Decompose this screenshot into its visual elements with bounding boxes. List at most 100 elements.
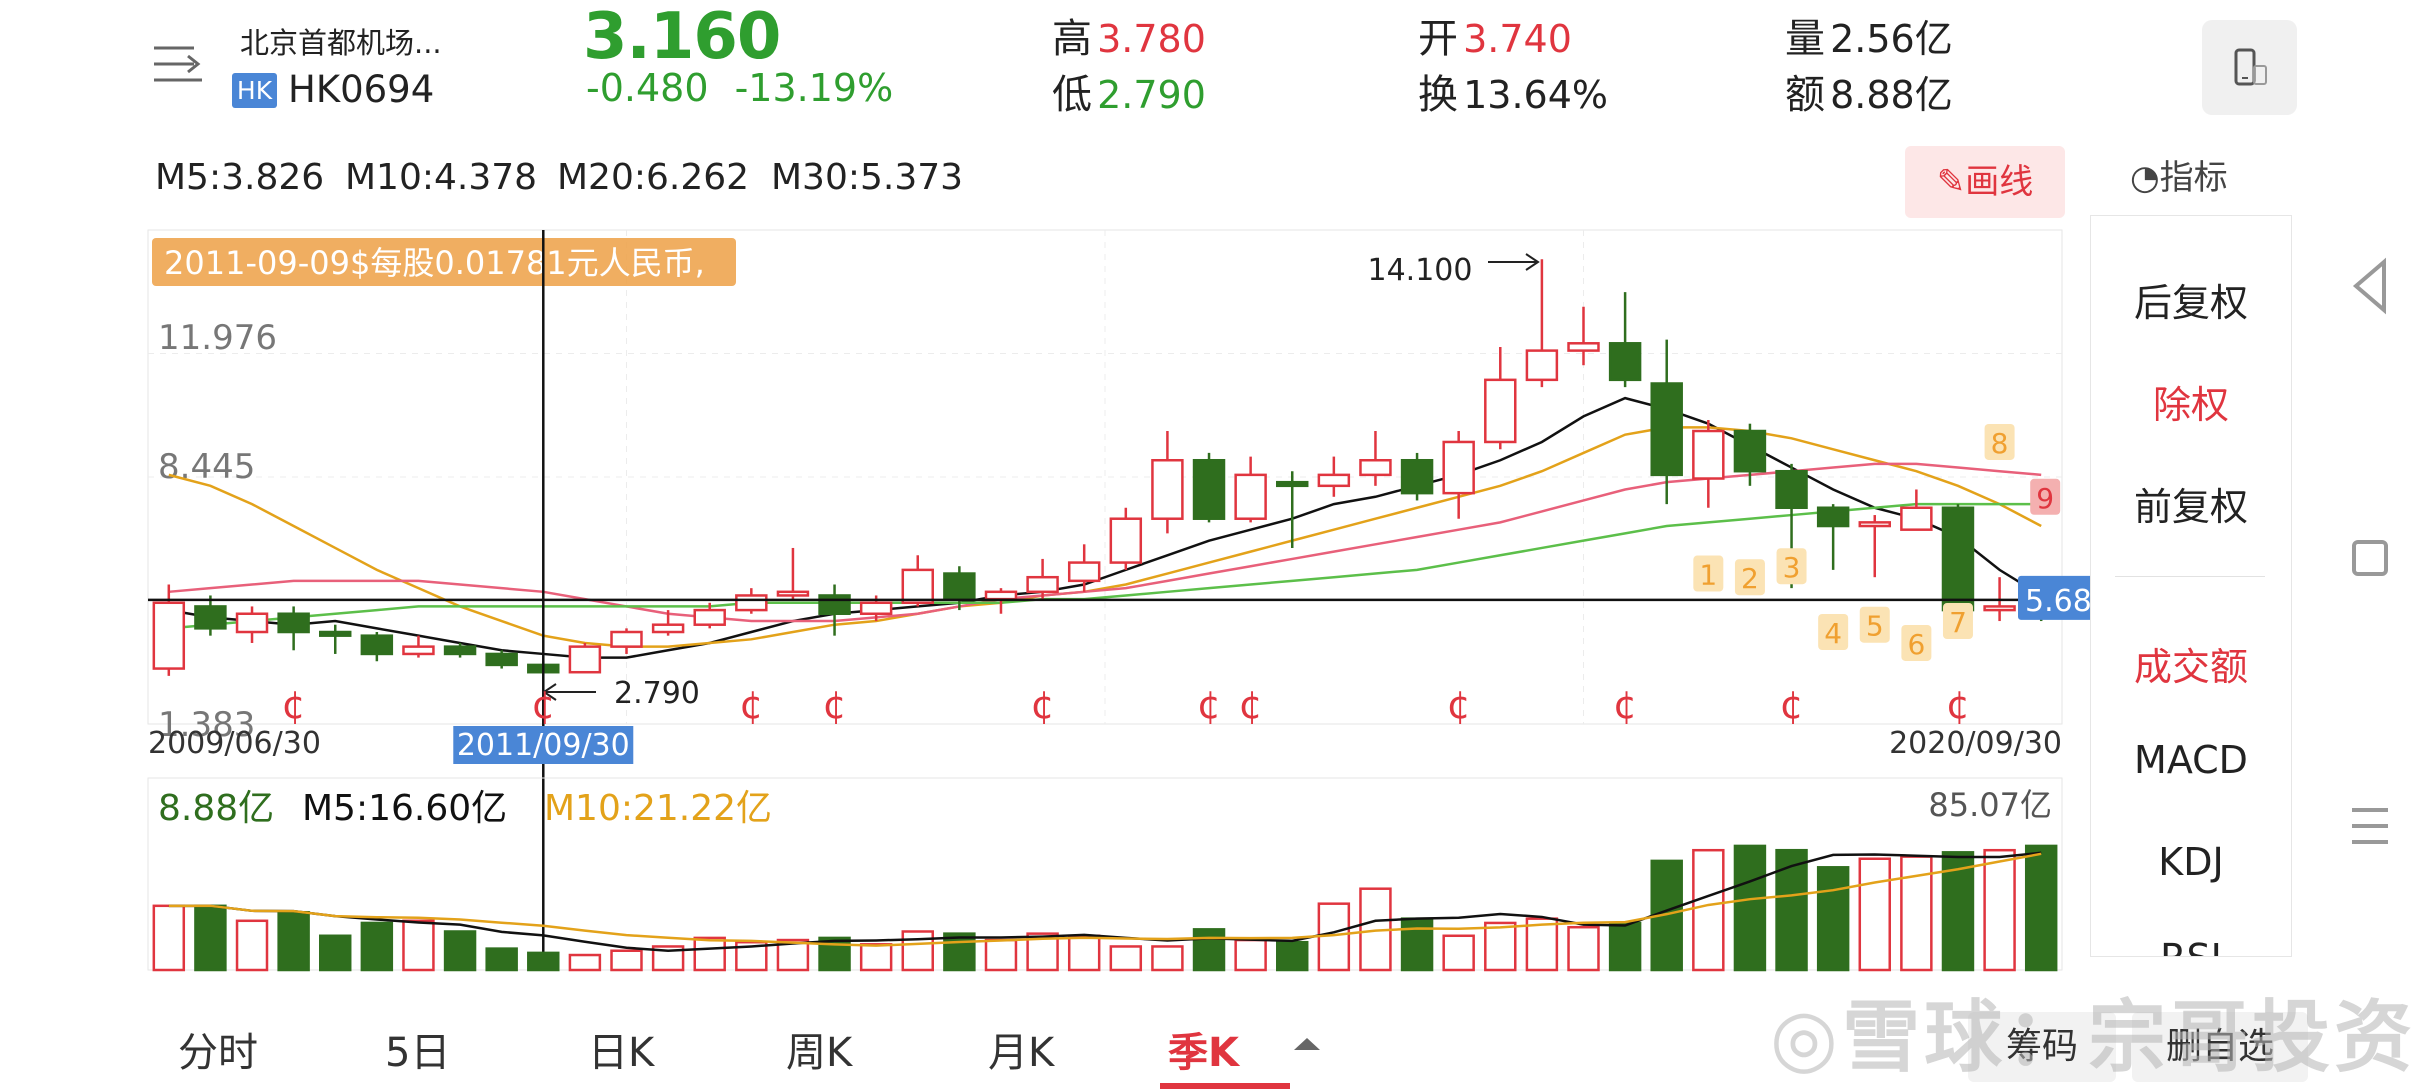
candle-body — [152, 601, 186, 670]
dividend-marker: ¢ — [1197, 683, 1221, 727]
stock-code: HK0694 — [288, 68, 435, 111]
candle-body — [235, 612, 269, 634]
candle — [1650, 339, 1683, 505]
sub-indicator-macd[interactable]: MACD — [2134, 738, 2248, 782]
sub-indicator-kdj[interactable]: KDJ — [2158, 840, 2224, 884]
candle — [943, 566, 976, 611]
candle — [776, 547, 810, 600]
candle — [402, 635, 435, 658]
tab-weekly-k[interactable]: 周K — [786, 1030, 853, 1076]
event-marker-box — [1942, 603, 1973, 640]
event-marker-box — [1776, 548, 1807, 585]
volume-bar — [693, 936, 726, 972]
stat-label: 量 — [1785, 16, 1825, 62]
volume-bar — [319, 934, 352, 972]
candle-body — [568, 645, 602, 674]
candle — [277, 606, 310, 651]
candle-body — [984, 590, 1018, 601]
tab-quarterly-k[interactable]: 季K — [1168, 1030, 1239, 1076]
caret-up-icon[interactable] — [1292, 1034, 1322, 1054]
volume-bar — [1858, 857, 1891, 972]
candle — [1816, 504, 1850, 570]
candle — [1067, 544, 1101, 592]
sub-indicator-amount[interactable]: 成交额 — [2133, 645, 2248, 689]
event-marker-label: 3 — [1783, 551, 1801, 584]
indicator-button[interactable]: ◔指标 — [2130, 150, 2228, 199]
draw-line-button[interactable]: ✎画线 — [1905, 146, 2065, 218]
adjust-option-back[interactable]: 后复权 — [2133, 281, 2248, 325]
stat-value: 2.56亿 — [1830, 17, 1953, 61]
stat-low: 低 2.790 — [1052, 62, 1206, 120]
dividend-marker: ¢ — [739, 683, 763, 727]
candle-body — [1109, 517, 1143, 564]
candle — [319, 624, 352, 654]
volume-bar — [1151, 945, 1184, 972]
candle-body — [1276, 480, 1309, 488]
volume-ma5-line — [168, 851, 2042, 952]
candle-body — [651, 623, 685, 634]
current-price: 3.160 — [583, 0, 781, 74]
candle-body — [277, 612, 310, 634]
y-tick-label: 11.976 — [158, 318, 277, 358]
active-tab-indicator — [1160, 1083, 1290, 1089]
sub-indicator-rsi[interactable]: RSI — [2091, 936, 2291, 956]
ma-line-m20 — [168, 462, 2042, 623]
volume-bars: 8.88亿 M5:16.60亿 M10:21.22亿 85.07亿 — [147, 777, 2063, 972]
adjust-option-forward[interactable]: 前复权 — [2133, 485, 2248, 529]
remove-watchlist-button[interactable]: 删自选 — [2132, 1012, 2308, 1082]
candle-body — [1650, 382, 1683, 477]
volume-bar — [1442, 934, 1475, 972]
candle — [1775, 463, 1808, 589]
candle-body — [859, 601, 893, 615]
stat-value: 2.790 — [1097, 73, 1206, 117]
ma20-legend: M20:6.262 — [557, 157, 750, 198]
max-arrow-head — [1525, 253, 1540, 271]
candle — [901, 555, 934, 607]
stat-value: 8.88亿 — [1830, 73, 1953, 117]
tab-intraday[interactable]: 分时 — [178, 1030, 258, 1076]
tab-5day[interactable]: 5日 — [385, 1030, 451, 1076]
volume-max-label: 85.07亿 — [1928, 786, 2052, 824]
stat-label: 开 — [1418, 16, 1458, 62]
crosshair-date-label: 2011/09/30 — [457, 728, 630, 763]
event-marker-label: 4 — [1824, 617, 1842, 650]
phone-icon — [2234, 48, 2267, 86]
adjust-option-ex-rights[interactable]: 除权 — [2152, 383, 2229, 427]
event-marker-label: 5 — [1866, 610, 1884, 643]
ma-line-m30 — [168, 502, 2042, 630]
stat-value: 3.780 — [1097, 17, 1206, 61]
candle-body — [610, 630, 643, 648]
dividend-marker: ¢ — [531, 683, 555, 727]
volume-bar — [1567, 925, 1600, 972]
candle — [1151, 431, 1184, 534]
volume-bar — [1525, 917, 1559, 972]
candle — [1567, 306, 1600, 366]
volume-bar — [2024, 844, 2058, 972]
candle-body — [943, 572, 976, 601]
candle-body — [818, 594, 851, 615]
ma-line-m10 — [168, 426, 2042, 648]
candle-body — [1484, 378, 1517, 444]
dividend-marker: ¢ — [1239, 683, 1263, 727]
tab-monthly-k[interactable]: 月K — [988, 1030, 1055, 1076]
landscape-toggle-button[interactable] — [2202, 20, 2297, 115]
volume-bar — [443, 930, 477, 972]
right-options-panel: 后复权 除权 前复权 成交额 MACD KDJ RSI — [2090, 215, 2292, 957]
menu-icon[interactable] — [150, 40, 206, 88]
candlestick-chart[interactable]: 11.976 8.445 4 1.383 2011-09-09$每股0.01781元人… — [0, 0, 2414, 1000]
candle — [1276, 471, 1309, 548]
volume-bar — [1234, 938, 1267, 972]
volume-bar — [901, 930, 934, 972]
event-marker-label: 2 — [1741, 562, 1759, 595]
candle — [1484, 346, 1517, 450]
stat-label: 低 — [1052, 72, 1092, 118]
tab-daily-k[interactable]: 日K — [588, 1030, 655, 1076]
candle — [818, 584, 851, 636]
stat-value: 3.740 — [1463, 17, 1572, 61]
event-marker-box — [1734, 559, 1765, 596]
ma30-legend: M30:5.373 — [771, 157, 964, 198]
volume-bar — [568, 953, 602, 972]
chips-button[interactable]: 筹码 — [1968, 1012, 2116, 1082]
candle — [651, 610, 685, 636]
candle-body — [901, 568, 934, 605]
